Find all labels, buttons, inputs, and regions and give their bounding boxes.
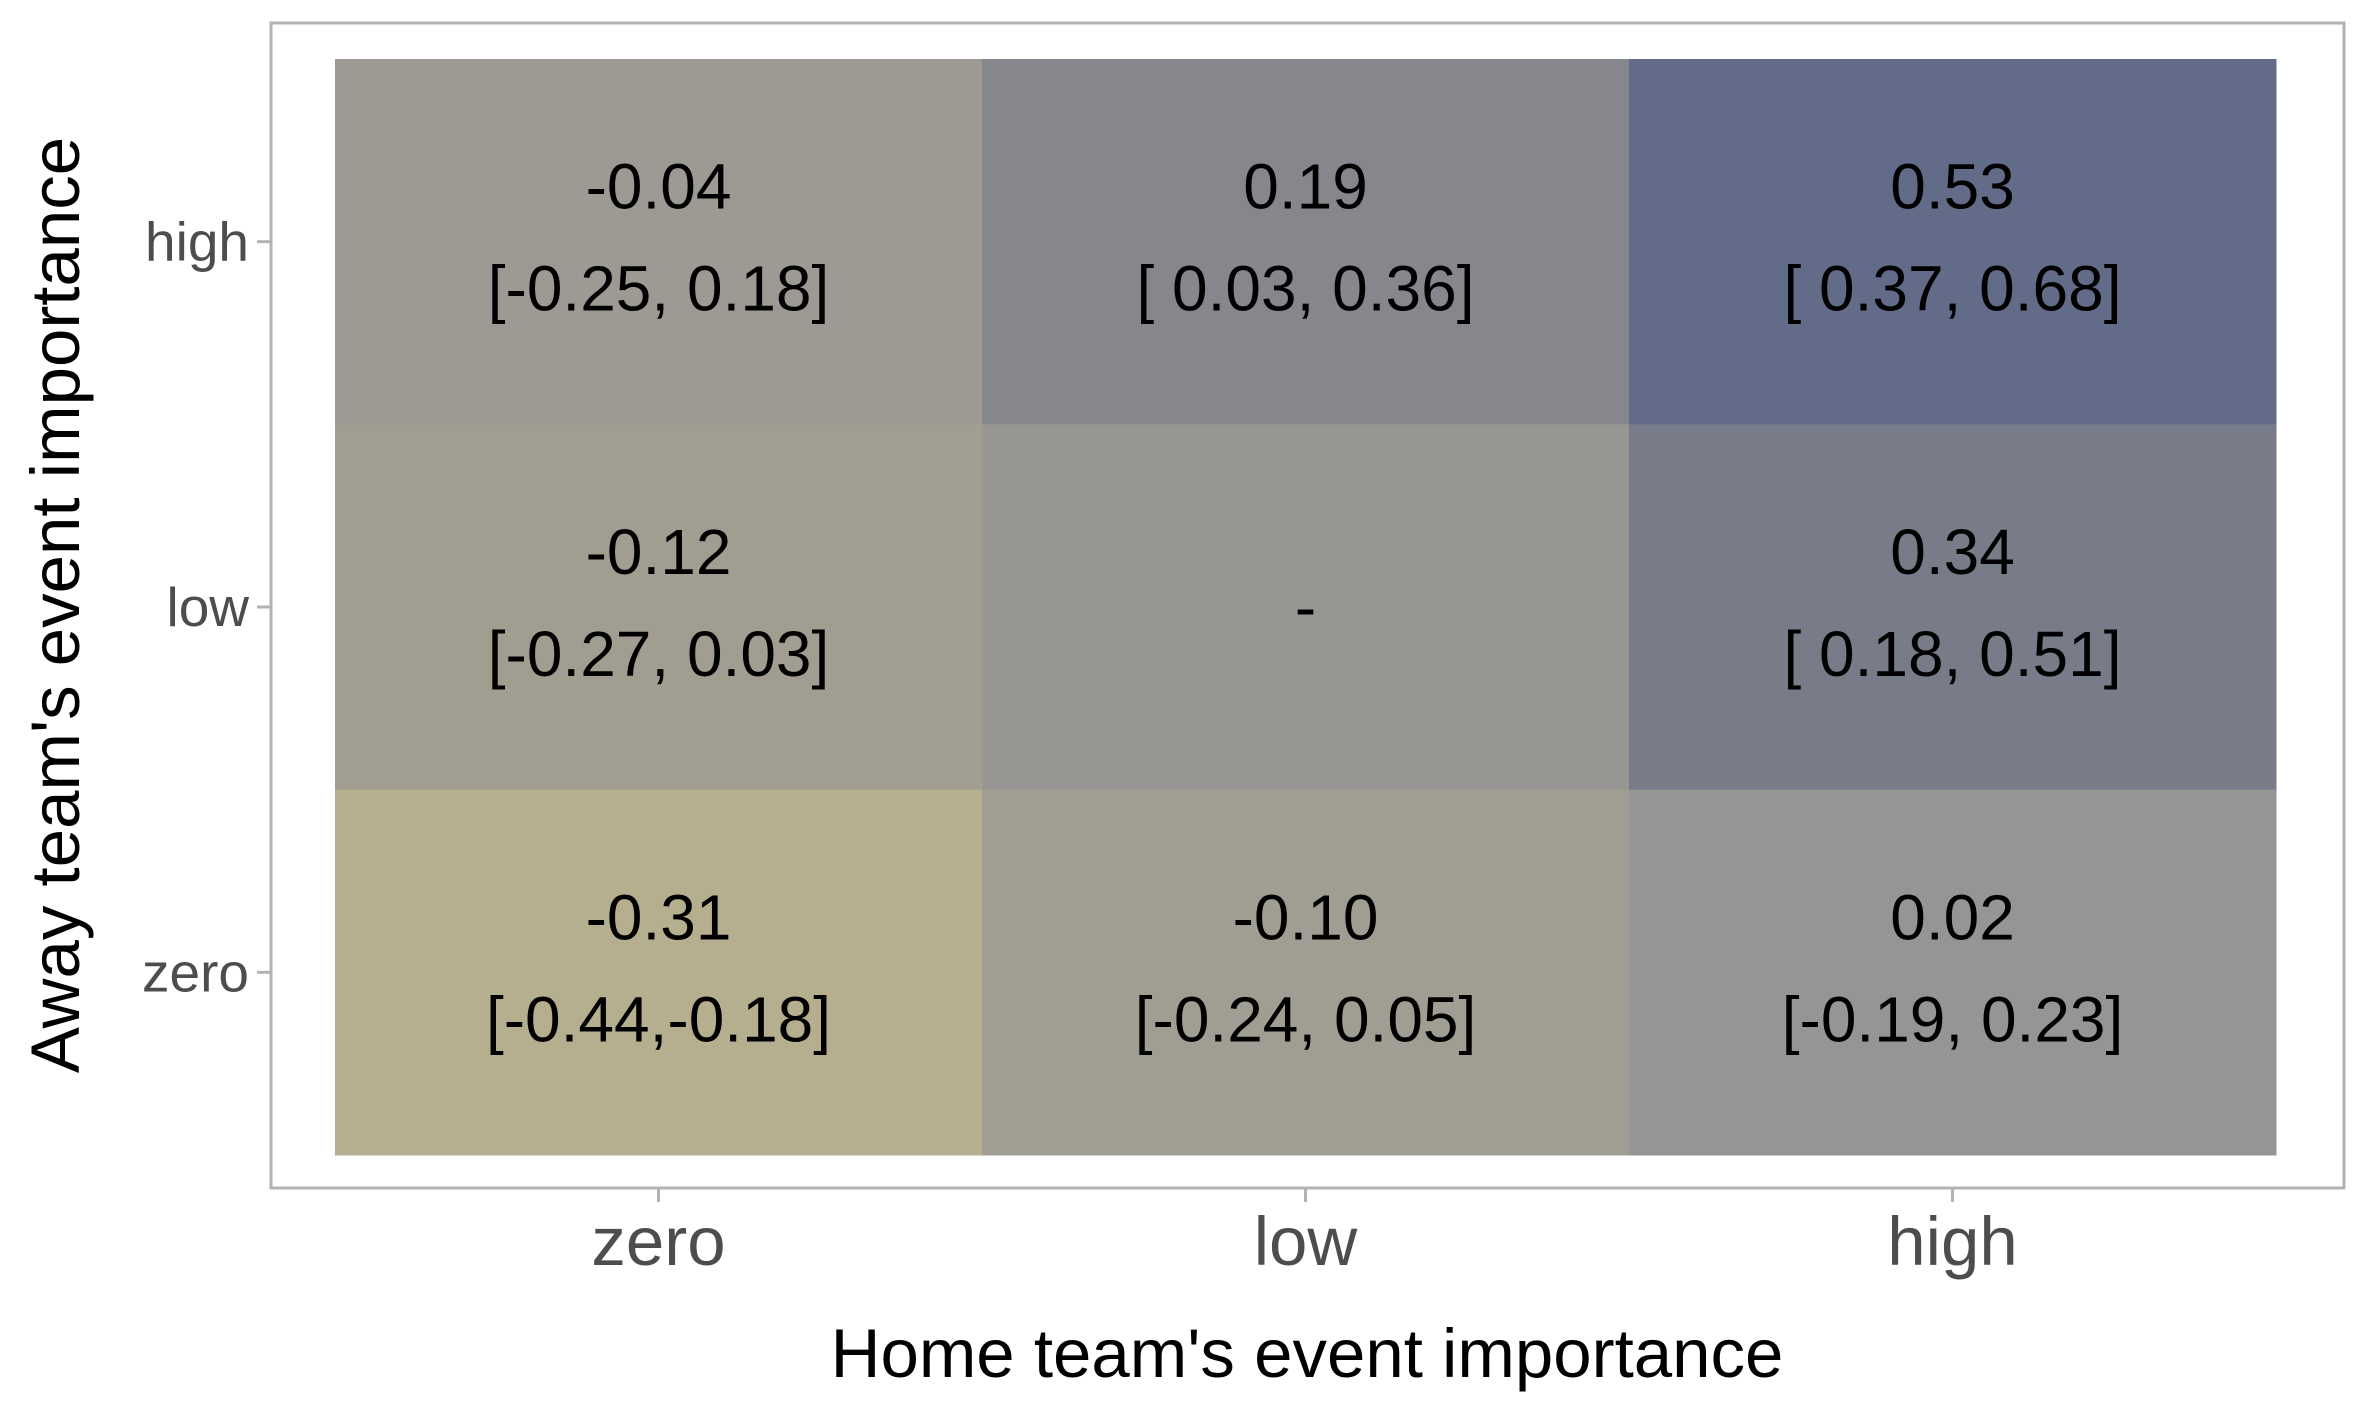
x-tick-label: low [1254, 1203, 1358, 1280]
cell-value-label: 0.02 [1890, 881, 2015, 953]
cell-value-label: - [1295, 571, 1316, 643]
heatmap-cell-zero-zero [335, 789, 983, 1156]
heatmap-cell-zero-high [1629, 789, 2277, 1156]
y-axis-title: Away team's event importance [17, 137, 94, 1073]
cell-value-label: 0.19 [1243, 151, 1368, 223]
heatmap-cell-low-high [1629, 424, 2277, 791]
axis-ticks: zero low high zero low high [142, 211, 2018, 1280]
heatmap-cell-low-zero [335, 424, 983, 791]
cell-value-label: -0.04 [586, 151, 732, 223]
cell-ci-label: [-0.19, 0.23] [1782, 983, 2124, 1055]
cell-ci-label: [ 0.03, 0.36] [1136, 253, 1474, 325]
x-tick-label: high [1887, 1203, 2017, 1280]
y-tick-label: low [166, 576, 249, 638]
y-tick-label: zero [142, 941, 249, 1003]
heatmap-cell-high-zero [335, 59, 983, 425]
heatmap-cell-zero-low [982, 789, 1630, 1156]
cell-value-label: -0.10 [1233, 881, 1379, 953]
cell-ci-label: [-0.24, 0.05] [1135, 983, 1477, 1055]
cell-labels: -0.04 [-0.25, 0.18] 0.19 [ 0.03, 0.36] 0.53 [… [486, 151, 2123, 1056]
heatmap-cell-low-low [982, 424, 1630, 791]
cell-ci-label: [-0.25, 0.18] [488, 253, 830, 325]
x-axis-title: Home team's event importance [831, 1315, 1784, 1392]
cell-ci-label: [-0.44,-0.18] [486, 983, 831, 1055]
cell-value-label: -0.12 [586, 516, 732, 588]
cell-ci-label: [ 0.37, 0.68] [1783, 253, 2121, 325]
heatmap-cells [335, 59, 2277, 1156]
heatmap-cell-high-high [1629, 59, 2277, 425]
cell-ci-label: [ 0.18, 0.51] [1783, 618, 2121, 690]
cell-ci-label: [-0.27, 0.03] [488, 618, 830, 690]
cell-value-label: 0.53 [1890, 151, 2015, 223]
cell-value-label: 0.34 [1890, 516, 2015, 588]
y-tick-label: high [145, 211, 249, 273]
cell-value-label: -0.31 [586, 881, 732, 953]
x-tick-label: zero [591, 1203, 725, 1280]
heatmap-cell-high-low [982, 59, 1630, 425]
